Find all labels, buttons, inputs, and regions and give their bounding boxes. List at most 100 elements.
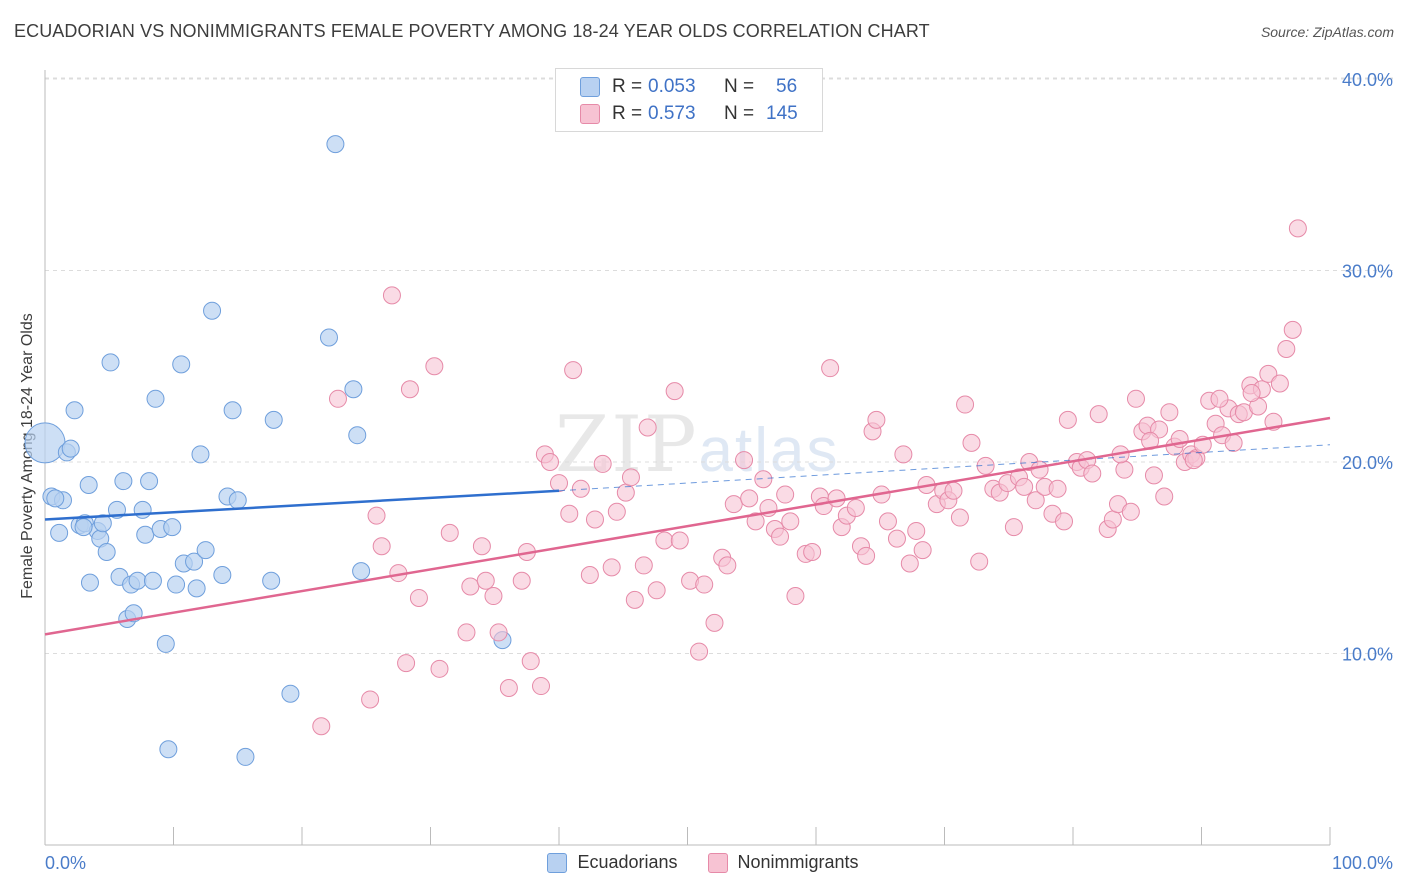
ecuadorians-point: [163, 518, 182, 537]
nonimmigrants-point: [670, 531, 689, 550]
nonimmigrants-point: [776, 485, 795, 504]
nonimmigrants-point: [878, 512, 897, 531]
nonimmigrants-points: [312, 219, 1307, 736]
nonimmigrants-point: [867, 410, 886, 429]
nonimmigrants-point: [740, 489, 759, 508]
nonimmigrants-point: [735, 451, 754, 470]
ecuadorians-point: [187, 579, 206, 598]
ecuadorians-point: [236, 747, 255, 766]
nonimmigrants-point: [1126, 389, 1145, 408]
nonimmigrants-point: [690, 642, 709, 661]
nonimmigrants-point: [724, 495, 743, 514]
nonimmigrants-point: [1224, 433, 1243, 452]
ecuadorians-point: [191, 445, 210, 464]
series-legend: Ecuadorians Nonimmigrants: [0, 852, 1406, 873]
legend-r-label: R =: [612, 76, 643, 97]
nonimmigrants-point: [409, 588, 428, 607]
nonimmigrants-point: [705, 613, 724, 632]
y-tick-label: 10.0%: [1342, 645, 1393, 665]
nonimmigrants-point: [754, 470, 773, 489]
ecuadorians-point: [281, 684, 300, 703]
ecuadorians-point: [352, 562, 371, 581]
legend-label-nonimmigrants: Nonimmigrants: [737, 852, 859, 872]
nonimmigrants-point: [1015, 477, 1034, 496]
nonimmigrants-point: [521, 652, 540, 671]
nonimmigrants-point: [1055, 512, 1074, 531]
nonimmigrants-point: [846, 498, 865, 517]
ecuadorians-point: [146, 389, 165, 408]
nonimmigrants-point: [956, 395, 975, 414]
nonimmigrants-point: [400, 380, 419, 399]
nonimmigrants-point: [1270, 374, 1289, 393]
nonimmigrants-point: [541, 453, 560, 471]
nonimmigrants-point: [1277, 340, 1296, 359]
nonimmigrants-point: [476, 571, 495, 590]
ecuadorians-point: [50, 523, 69, 542]
nonimmigrants-point: [718, 556, 737, 575]
legend-swatch-pink: [580, 104, 600, 124]
legend-row-ecuadorians: R = 0.053 N = 56: [580, 74, 797, 100]
ecuadorians-point: [167, 575, 186, 594]
ecuadorians-point: [97, 543, 116, 562]
nonimmigrants-point: [786, 587, 805, 606]
ecuadorians-point: [143, 571, 162, 590]
nonimmigrants-point: [1115, 460, 1134, 479]
nonimmigrants-point: [328, 389, 347, 408]
nonimmigrants-point: [1048, 479, 1067, 498]
legend-item-nonimmigrants: Nonimmigrants: [707, 852, 859, 873]
chart-title: ECUADORIAN VS NONIMMIGRANTS FEMALE POVER…: [14, 21, 930, 41]
nonimmigrants-point: [1283, 320, 1302, 339]
ecuadorians-point: [344, 380, 363, 399]
nonimmigrants-point: [372, 537, 391, 556]
tick-labels: 10.0% 20.0% 30.0% 40.0% 0.0% 100.0%: [45, 70, 1393, 873]
nonimmigrants-point: [907, 521, 926, 540]
nonimmigrants-point: [1160, 403, 1179, 422]
nonimmigrants-point: [1058, 410, 1077, 429]
nonimmigrants-point: [887, 529, 906, 548]
nonimmigrants-point: [397, 654, 416, 673]
nonimmigrants-point: [827, 489, 846, 508]
nonimmigrants-point: [962, 433, 981, 452]
nonimmigrants-point: [457, 623, 476, 642]
ecuadorians-point: [140, 472, 159, 491]
nonimmigrants-point: [1121, 502, 1140, 521]
nonimmigrants-point: [607, 502, 626, 521]
legend-n-value: 145: [766, 103, 798, 124]
ecuadorians-point: [46, 489, 65, 508]
nonimmigrants-point: [665, 382, 684, 401]
stats-legend: R = 0.053 N = 56 R = 0.573 N = 145: [555, 68, 823, 132]
nonimmigrants-point: [625, 590, 644, 609]
nonimmigrants-point: [621, 468, 640, 487]
ecuadorians-point: [159, 740, 178, 759]
nonimmigrants-point: [655, 531, 674, 550]
nonimmigrants-point: [367, 506, 386, 525]
ecuadorians-point: [156, 634, 175, 653]
ecuadorians-point: [133, 500, 152, 519]
legend-row-nonimmigrants: R = 0.573 N = 145: [580, 101, 798, 127]
legend-n-value: 56: [776, 76, 798, 97]
nonimmigrants-trend-line: [44, 416, 1331, 636]
nonimmigrants-point: [512, 571, 531, 590]
nonimmigrants-point: [913, 541, 932, 560]
nonimmigrants-point: [1004, 518, 1023, 537]
nonimmigrants-point: [1144, 466, 1163, 485]
nonimmigrants-point: [1259, 364, 1278, 383]
ecuadorians-point: [74, 518, 93, 537]
legend-r-value: 0.573: [648, 103, 696, 124]
ecuadorians-point: [65, 401, 84, 420]
nonimmigrants-point: [695, 575, 714, 594]
x-tick-label: 0.0%: [45, 853, 86, 873]
nonimmigrants-point: [771, 527, 790, 546]
nonimmigrants-point: [1184, 451, 1203, 470]
legend-swatch-pink: [707, 852, 728, 873]
nonimmigrants-point: [564, 361, 583, 380]
nonimmigrants-point: [634, 556, 653, 575]
ecuadorians-point: [223, 401, 242, 420]
legend-swatch-blue: [580, 77, 600, 97]
ecuadorians-point: [24, 422, 66, 464]
ecuadorians-points: [24, 135, 512, 766]
nonimmigrants-point: [1030, 460, 1049, 479]
source-label: Source: ZipAtlas.com: [1260, 24, 1394, 40]
nonimmigrants-point: [532, 677, 551, 696]
